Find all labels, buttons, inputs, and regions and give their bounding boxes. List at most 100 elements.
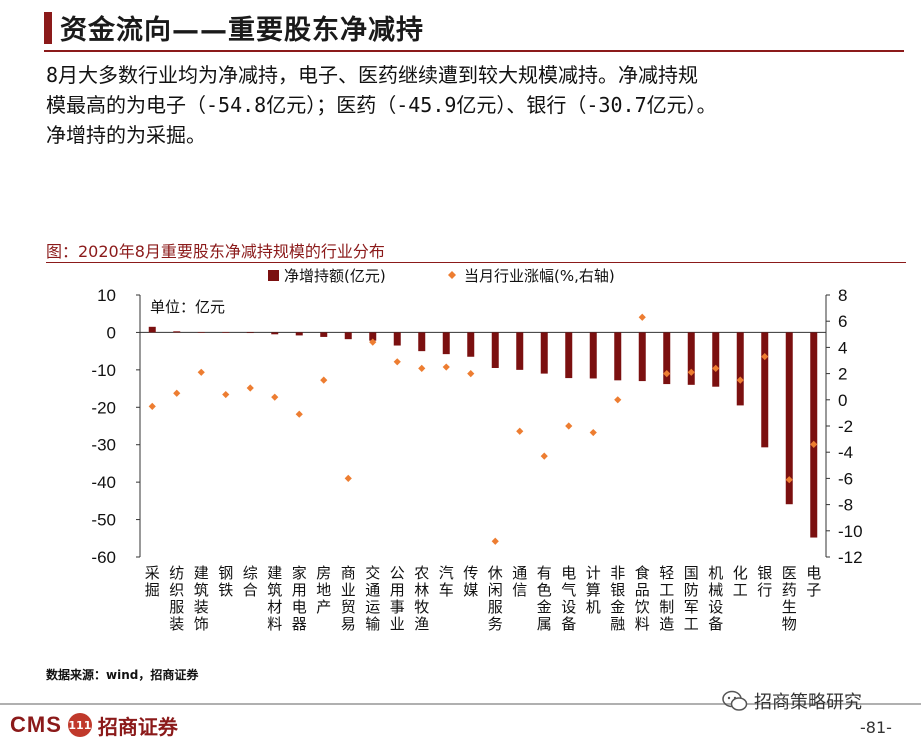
category-label-char: 计 xyxy=(586,564,601,582)
chart: 10 0 -10 -20 -30 -40 -50 -60 8 6 4 2 0 -2 -4 -6 -8 -10 -12… xyxy=(91,267,863,633)
logo-mark-icon: 111 xyxy=(67,713,92,737)
point-建筑材料 xyxy=(271,393,279,401)
point-公用事业 xyxy=(393,358,401,366)
category-label-char: 属 xyxy=(537,615,552,633)
point-建筑装饰 xyxy=(197,368,205,376)
point-房地产 xyxy=(320,376,328,384)
category-label-char: 通 xyxy=(365,581,380,599)
category-label-char: 产 xyxy=(316,598,331,616)
category-label-char: 渔 xyxy=(414,615,429,633)
bar-食品饮料 xyxy=(638,332,646,382)
point-电子 xyxy=(810,440,818,448)
category-label-char: 设 xyxy=(561,598,576,616)
right-tick-label: 0 xyxy=(838,391,847,410)
category-label-char: 银 xyxy=(610,581,625,599)
point-通信 xyxy=(516,427,524,435)
category-label-char: 品 xyxy=(635,581,650,599)
right-tick-label: -2 xyxy=(838,417,853,436)
category-label-char: 贸 xyxy=(341,598,356,616)
category-label-char: 建 xyxy=(267,564,282,582)
category-label-char: 传 xyxy=(463,564,478,582)
bar-采掘 xyxy=(148,326,156,333)
category-label-char: 休 xyxy=(488,564,503,582)
category-label-char: 备 xyxy=(561,615,576,633)
right-tick-label: 6 xyxy=(838,312,847,331)
category-label-char: 综 xyxy=(243,564,258,582)
right-tick-label: -6 xyxy=(838,469,853,488)
bar-轻工制造 xyxy=(663,332,671,385)
bar-通信 xyxy=(516,332,524,370)
category-label-char: 筑 xyxy=(267,581,282,599)
category-label-char: 汽 xyxy=(439,564,454,582)
point-食品饮料 xyxy=(638,313,646,321)
description: 8月大多数行业均为净减持，电子、医药继续遭到较大规模减持。净减持规 模最高的为电… xyxy=(46,60,906,150)
category-label-char: 国 xyxy=(684,564,699,582)
category-label-char: 信 xyxy=(512,581,527,599)
point-农林牧渔 xyxy=(418,364,426,372)
bar-传媒 xyxy=(467,332,475,357)
category-label-char: 业 xyxy=(390,615,405,633)
point-银行 xyxy=(761,352,769,361)
bar-纺织服装 xyxy=(173,331,181,333)
point-国防军工 xyxy=(687,368,695,376)
category-label-char: 银 xyxy=(757,564,772,582)
title-accent-bar xyxy=(44,12,52,44)
logo-text-en: CMS xyxy=(10,712,62,737)
category-label-char: 采 xyxy=(145,564,160,582)
bar-建筑材料 xyxy=(271,332,279,335)
watermark: 招商策略研究 xyxy=(722,688,862,714)
category-label-char: 掘 xyxy=(145,581,160,599)
legend-bar-swatch xyxy=(268,270,279,281)
category-label-char: 电 xyxy=(292,598,307,616)
point-计算机 xyxy=(589,428,597,437)
bar-电气设备 xyxy=(565,332,573,379)
category-label-char: 行 xyxy=(757,581,772,599)
right-tick-label: -8 xyxy=(838,496,853,515)
legend-point-label: 当月行业涨幅(%,右轴) xyxy=(464,267,615,285)
category-label-char: 家 xyxy=(292,564,307,582)
chart-caption-underline xyxy=(46,262,906,263)
category-label-char: 设 xyxy=(708,598,723,616)
right-tick-label: 2 xyxy=(838,365,847,384)
right-tick-label: -4 xyxy=(838,443,853,462)
category-label-char: 气 xyxy=(561,581,576,599)
legend-point-swatch xyxy=(448,271,456,279)
category-label-char: 工 xyxy=(733,581,748,599)
category-label-char: 融 xyxy=(610,615,625,633)
category-label-char: 军 xyxy=(684,598,699,616)
category-label-char: 械 xyxy=(708,581,723,599)
category-label-char: 料 xyxy=(635,615,650,633)
right-tick-label: 8 xyxy=(838,286,847,305)
category-label-char: 电 xyxy=(806,564,821,582)
category-label-char: 食 xyxy=(635,564,650,582)
category-label-char: 易 xyxy=(341,615,356,633)
category-label-char: 筑 xyxy=(194,581,209,599)
point-轻工制造 xyxy=(663,370,671,378)
bar-非银金融 xyxy=(614,332,622,381)
unit-label: 单位：亿元 xyxy=(150,298,225,316)
bar-公用事业 xyxy=(393,332,401,346)
description-line: 净增持的为采掘。 xyxy=(46,123,206,147)
category-label-char: 公 xyxy=(390,564,405,582)
category-label-char: 算 xyxy=(586,581,601,599)
category-label-char: 农 xyxy=(414,564,429,582)
category-label-char: 务 xyxy=(488,615,503,633)
point-电气设备 xyxy=(565,422,573,430)
category-label-char: 子 xyxy=(806,581,821,599)
left-tick-label: -50 xyxy=(91,511,116,530)
left-tick-label: -30 xyxy=(91,436,116,455)
bar-农林牧渔 xyxy=(418,332,426,352)
point-交通运输 xyxy=(369,338,377,346)
page-title: 资金流向——重要股东净减持 xyxy=(60,15,424,46)
category-label-char: 金 xyxy=(610,598,625,616)
category-label-char: 铁 xyxy=(218,581,233,599)
right-tick-label: 4 xyxy=(838,338,847,357)
right-tick-label: -12 xyxy=(838,548,863,567)
bar-机械设备 xyxy=(712,332,720,387)
category-label-char: 钢 xyxy=(218,564,233,582)
category-label-char: 工 xyxy=(659,581,674,599)
category-label-char: 服 xyxy=(169,598,184,616)
category-label-char: 输 xyxy=(365,615,380,633)
bar-计算机 xyxy=(589,332,597,379)
wechat-icon xyxy=(722,690,748,711)
